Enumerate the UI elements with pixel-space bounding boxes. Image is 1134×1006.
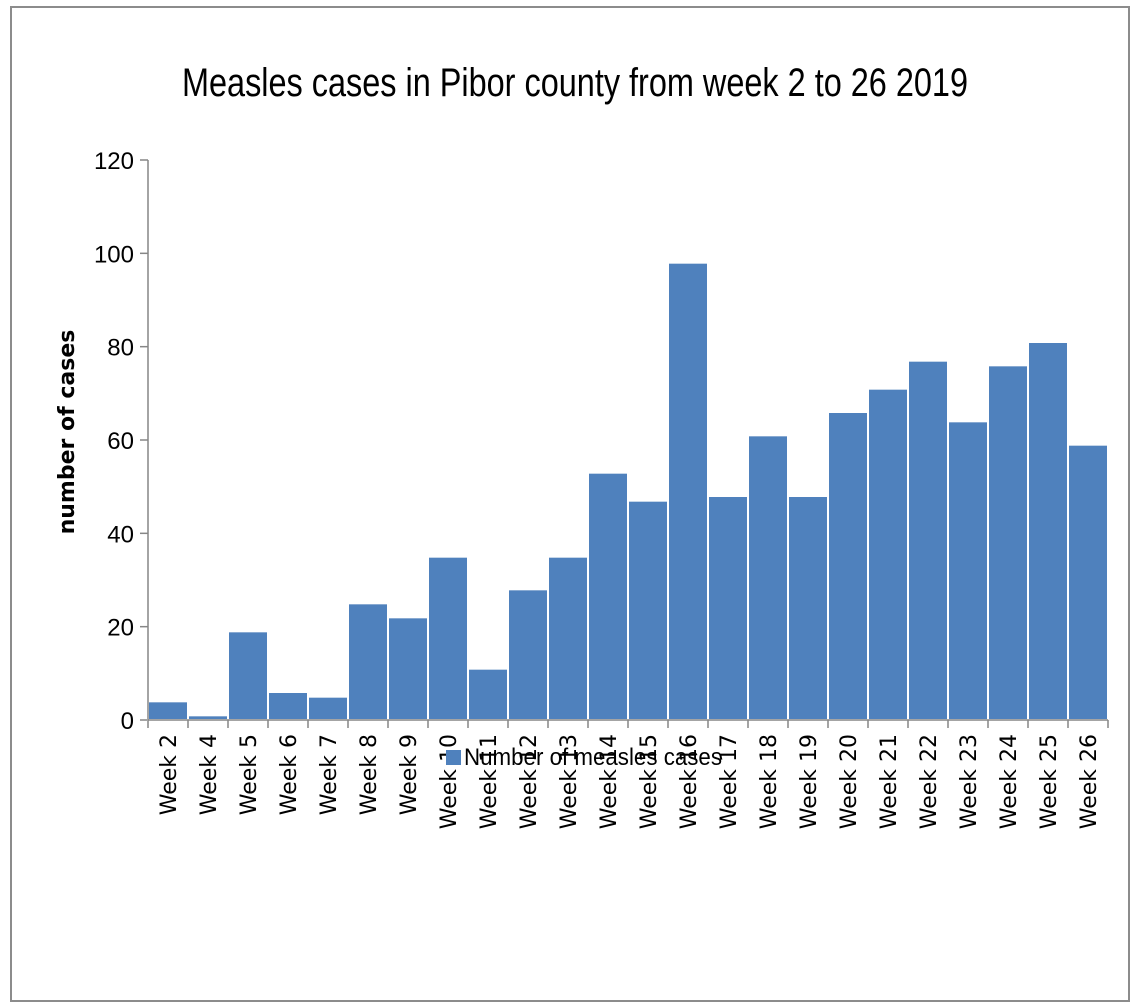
bar: [627, 499, 669, 722]
legend-label: Number of measles cases: [464, 744, 722, 771]
bar-chart: Measles cases in Pibor county from week …: [55, 61, 1109, 829]
y-axis-ticks: 0 20 40 60 80 100 120: [94, 148, 148, 735]
x-tick-label: Week 24: [997, 734, 1022, 829]
chart-title: Measles cases in Pibor county from week …: [182, 61, 968, 105]
bar: [147, 700, 189, 722]
legend-swatch: [446, 750, 461, 765]
y-tick-label: 100: [94, 241, 134, 268]
bar: [227, 630, 269, 722]
bar: [827, 411, 869, 721]
bar: [667, 261, 709, 721]
bars: [147, 261, 1109, 722]
x-tick-label: Week 9: [397, 734, 422, 815]
x-tick-label: Week 20: [837, 734, 862, 829]
bar: [747, 434, 789, 721]
x-tick-label: Week 22: [917, 734, 942, 829]
x-tick-label: Week 12: [517, 734, 542, 829]
y-tick-label: 80: [107, 335, 134, 362]
x-tick-label: Week 17: [717, 734, 742, 829]
x-tick-label: Week 11: [477, 734, 502, 829]
bar: [507, 588, 549, 722]
x-axis-labels: Week 2 Week 4 Week 5 Week 6 Week 7 Week 8 Week…: [157, 734, 1102, 829]
x-tick-label: Week 25: [1037, 734, 1062, 829]
bar: [347, 602, 389, 722]
bar: [387, 616, 429, 722]
y-tick-label: 20: [107, 615, 134, 642]
bar: [1027, 341, 1069, 721]
x-tick-label: Week 7: [317, 734, 342, 815]
bar: [547, 555, 589, 721]
x-tick-label: Week 23: [957, 734, 982, 829]
bar: [467, 667, 509, 721]
bar: [1067, 443, 1109, 721]
legend: Number of measles cases: [446, 744, 722, 771]
bar: [587, 471, 629, 722]
chart-frame: Measles cases in Pibor county from week …: [10, 6, 1130, 1002]
y-axis-label: number of cases: [55, 330, 80, 535]
x-tick-label: Week 15: [637, 734, 662, 829]
x-tick-label: Week 2: [157, 734, 182, 815]
x-tick-label: Week 14: [597, 734, 622, 829]
x-tick-label: Week 16: [677, 734, 702, 829]
x-tick-label: Week 10: [437, 734, 462, 829]
bar: [907, 359, 949, 721]
bar: [427, 555, 469, 721]
bar: [707, 495, 749, 721]
y-tick-label: 60: [107, 428, 134, 455]
bar: [947, 420, 989, 721]
x-tick-label: Week 4: [197, 734, 222, 815]
bar: [987, 364, 1029, 721]
y-tick-label: 40: [107, 521, 134, 548]
x-tick-label: Week 5: [237, 734, 262, 815]
bar: [267, 691, 309, 721]
bar: [307, 695, 349, 721]
axes: [147, 160, 1109, 728]
y-tick-label: 0: [121, 708, 134, 735]
x-tick-label: Week 18: [757, 734, 782, 829]
bar: [787, 495, 829, 721]
x-tick-label: Week 8: [357, 734, 382, 815]
x-tick-label: Week 6: [277, 734, 302, 815]
x-tick-label: Week 21: [877, 734, 902, 829]
x-tick-label: Week 26: [1077, 734, 1102, 829]
bar: [867, 387, 909, 721]
y-tick-label: 120: [94, 148, 134, 175]
x-tick-label: Week 19: [797, 734, 822, 829]
x-tick-label: Week 13: [557, 734, 582, 829]
